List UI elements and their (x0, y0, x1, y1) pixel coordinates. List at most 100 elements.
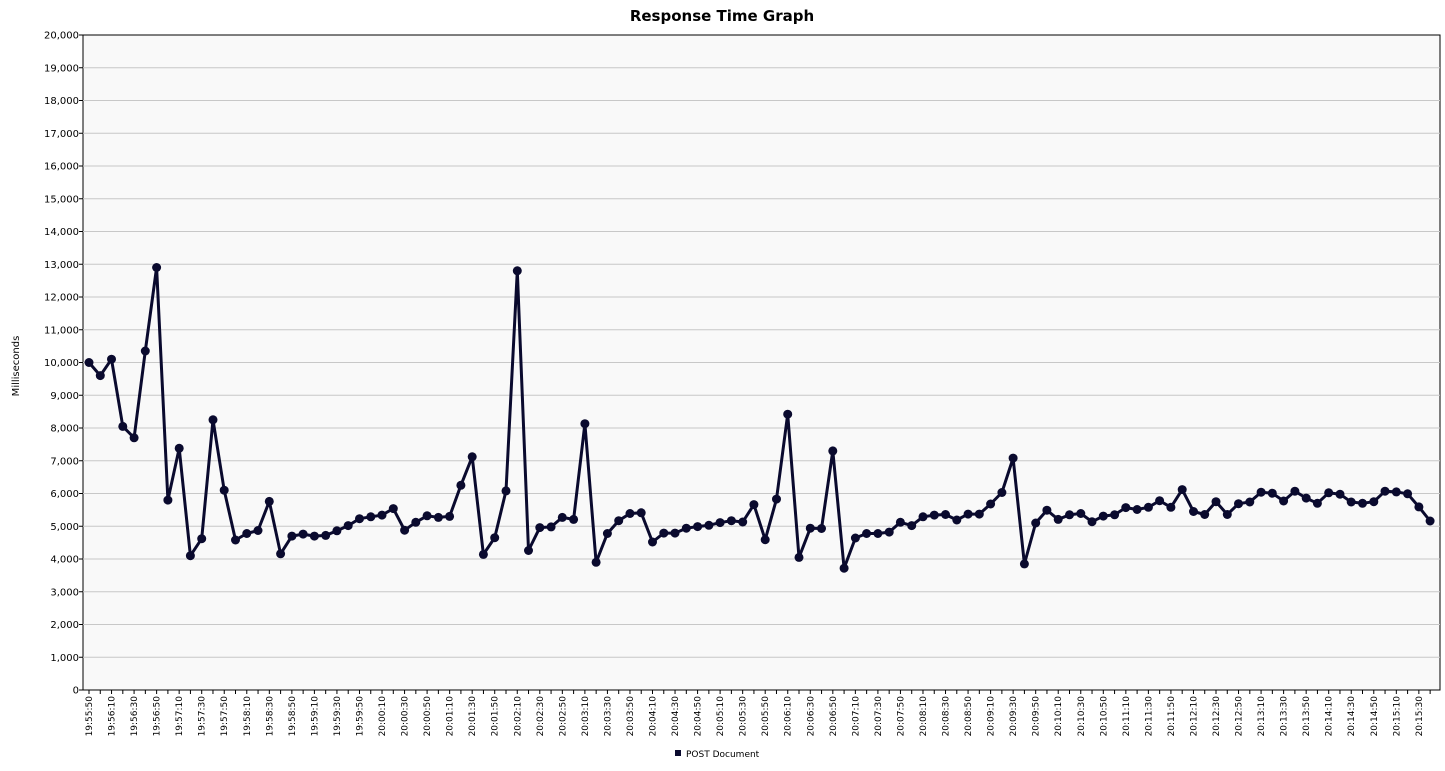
x-tick-label: 20:15:10 (1392, 696, 1402, 737)
data-point (377, 510, 387, 520)
x-tick-label: 20:11:10 (1122, 696, 1132, 737)
x-tick-label: 19:57:30 (198, 696, 208, 737)
series-group (84, 263, 1435, 573)
x-tick-label: 19:56:30 (130, 696, 140, 737)
data-point (602, 529, 612, 538)
x-tick-label: 20:06:30 (806, 696, 816, 737)
data-point (1087, 517, 1097, 527)
x-tick-label: 20:02:10 (513, 696, 523, 737)
data-point (625, 509, 635, 518)
data-point (129, 433, 139, 443)
x-tick-label: 20:05:10 (716, 696, 726, 737)
x-tick-label: 20:01:30 (468, 696, 478, 737)
data-point (433, 512, 443, 522)
x-tick-label: 19:56:50 (153, 696, 163, 737)
data-point (1166, 502, 1176, 512)
data-point (512, 266, 522, 276)
data-point (974, 509, 984, 519)
data-point (400, 525, 410, 535)
x-tick-label: 20:13:30 (1280, 696, 1290, 737)
data-point (726, 516, 736, 526)
y-axis-label: Milliseconds (11, 336, 22, 397)
data-point (1200, 510, 1210, 519)
x-tick-label: 20:07:50 (896, 696, 906, 737)
data-point (1155, 496, 1165, 506)
y-tick-label: 20,000 (44, 31, 79, 42)
data-point (772, 494, 781, 504)
x-tick-label: 20:13:50 (1302, 696, 1312, 737)
data-point (884, 527, 894, 537)
y-tick-label: 13,000 (44, 260, 79, 271)
x-tick-label: 19:59:30 (333, 696, 343, 737)
data-point (670, 528, 680, 538)
x-tick-label: 20:05:50 (761, 696, 771, 737)
data-point (614, 516, 624, 526)
y-tick-label: 3,000 (50, 587, 79, 598)
x-tick-label: 19:57:10 (175, 696, 185, 737)
data-point (1132, 505, 1142, 514)
data-point (276, 549, 286, 559)
legend-label: POST Document (686, 750, 760, 760)
data-point (490, 533, 500, 543)
x-tick-label: 20:09:50 (1032, 696, 1042, 737)
x-tick-label: 20:15:30 (1415, 696, 1425, 737)
data-point (1211, 497, 1221, 507)
data-point (941, 510, 950, 519)
x-tick-label: 20:00:50 (423, 696, 433, 737)
data-point (152, 263, 162, 272)
x-tick-label: 20:11:50 (1167, 696, 1177, 737)
x-tick-label: 20:11:30 (1144, 696, 1154, 737)
data-point (174, 443, 184, 453)
x-tick-label: 20:06:10 (784, 696, 794, 737)
y-tick-label: 5,000 (50, 522, 79, 533)
x-tick-label: 19:56:10 (108, 696, 118, 737)
data-point (817, 524, 826, 533)
y-tick-label: 17,000 (44, 129, 79, 140)
y-tick-label: 1,000 (50, 653, 79, 664)
data-point (952, 515, 962, 525)
x-tick-label: 20:01:50 (491, 696, 501, 737)
data-point (242, 529, 252, 538)
x-tick-label: 20:00:10 (378, 696, 388, 737)
data-point (185, 551, 195, 561)
data-point (1414, 502, 1424, 512)
data-point (1234, 499, 1243, 509)
x-tick-label: 20:12:10 (1189, 696, 1199, 737)
x-tick-label: 20:08:10 (919, 696, 929, 737)
data-point (1121, 503, 1131, 513)
data-point (366, 512, 376, 522)
data-point (704, 520, 714, 530)
data-point (343, 521, 353, 531)
data-point (1312, 498, 1322, 508)
data-point (1019, 559, 1029, 569)
data-point (715, 518, 725, 528)
x-tick-label: 20:10:30 (1077, 696, 1087, 737)
data-point (1425, 516, 1435, 526)
data-point (208, 415, 218, 425)
data-point (1189, 507, 1198, 516)
data-point (456, 480, 466, 490)
x-tick-label: 19:59:50 (355, 696, 365, 737)
data-point (163, 495, 173, 505)
x-tick-label: 20:04:10 (649, 696, 659, 737)
data-point (1267, 488, 1277, 498)
y-tick-label: 9,000 (50, 391, 79, 402)
data-point (321, 530, 331, 540)
x-tick-label: 20:08:30 (942, 696, 952, 737)
x-tick-label: 19:55:50 (85, 696, 95, 737)
data-point (794, 552, 804, 562)
data-point (636, 508, 646, 518)
x-tick-label: 20:01:10 (446, 696, 456, 737)
x-tick-label: 19:59:10 (310, 696, 320, 737)
data-point (501, 486, 511, 496)
data-point (557, 512, 567, 522)
x-tick-label: 20:12:50 (1235, 696, 1245, 737)
x-tick-label: 19:58:10 (243, 696, 253, 737)
data-point (1380, 486, 1390, 496)
data-point (95, 371, 105, 381)
data-point (1076, 509, 1086, 518)
x-tick-label: 20:04:30 (671, 696, 681, 737)
x-tick-label: 20:02:30 (536, 696, 546, 737)
chart-title: Response Time Graph (630, 7, 814, 25)
